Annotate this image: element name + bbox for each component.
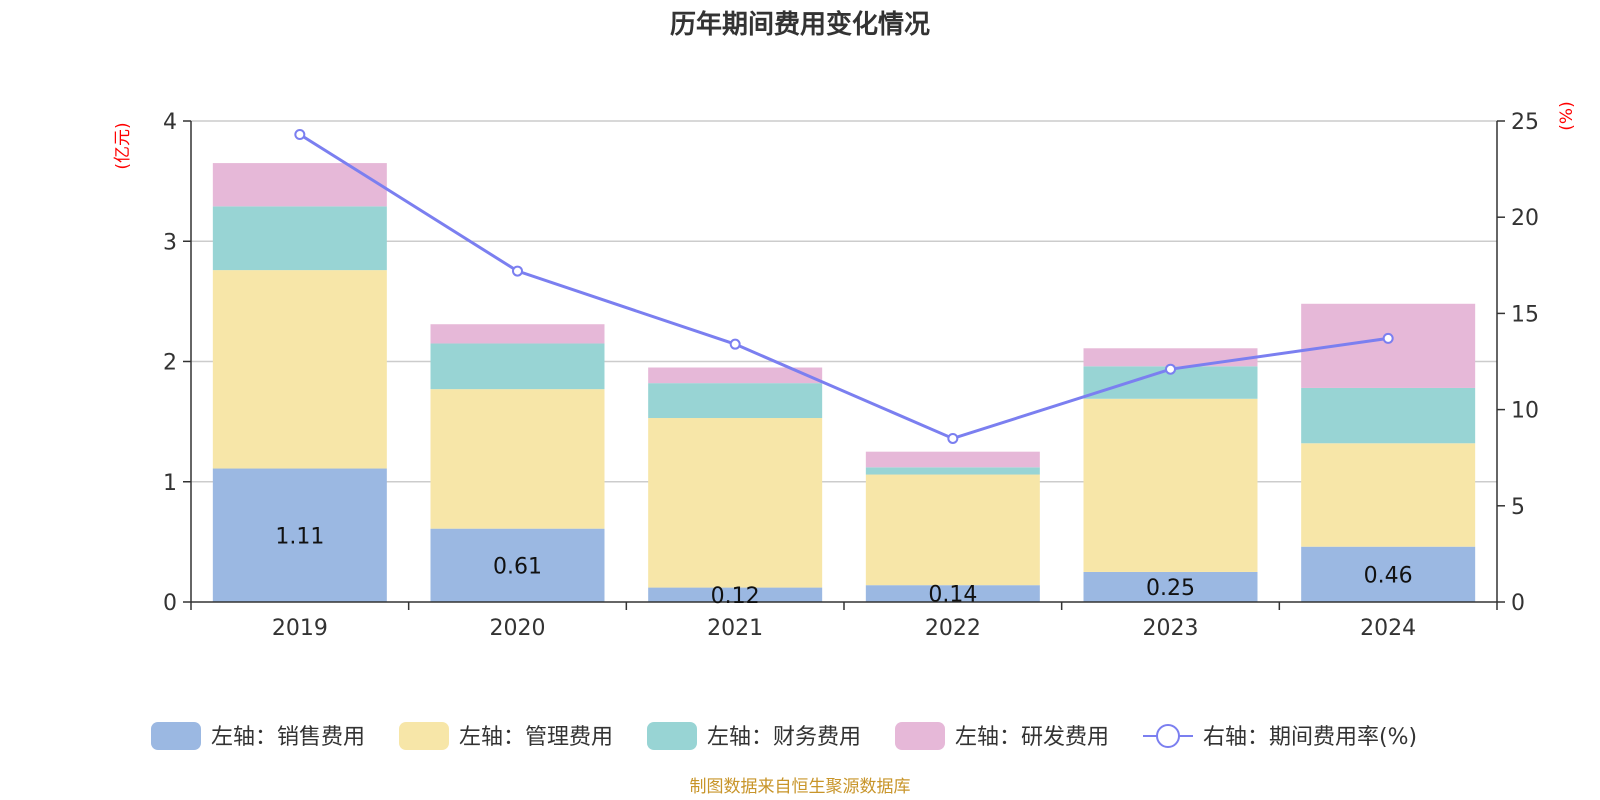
legend-label[interactable]: 左轴：销售费用	[211, 725, 365, 750]
rate-point	[1382, 332, 1394, 344]
bar-segment	[865, 451, 1040, 468]
bar-series	[212, 163, 1476, 602]
bar-segment	[1301, 387, 1476, 444]
bar-data-label: 0.61	[493, 554, 542, 579]
bar-data-label: 0.14	[928, 583, 977, 608]
rate-point	[1165, 363, 1176, 375]
legend-swatch[interactable]	[647, 722, 697, 750]
legend-label[interactable]: 左轴：管理费用	[459, 725, 613, 750]
chart-title: 历年期间费用变化情况	[670, 9, 930, 40]
right-tick-label: 25	[1511, 110, 1539, 135]
left-axis-unit: (亿元)	[113, 122, 133, 169]
legend-label[interactable]: 左轴：财务费用	[707, 725, 861, 750]
left-tick-label: 0	[163, 591, 177, 616]
rate-point	[947, 432, 959, 444]
x-tick-label: 2019	[272, 616, 328, 641]
legend-label[interactable]: 右轴：期间费用率(%)	[1203, 725, 1417, 750]
legend[interactable]: 左轴：销售费用 左轴：管理费用 左轴：财务费用 左轴：研发费用 右轴：期间费用率(%)	[151, 722, 1417, 750]
bar-segment	[430, 324, 605, 344]
bar-segment	[212, 270, 387, 469]
bar-data-label: 0.25	[1146, 576, 1195, 601]
x-tick-label: 2024	[1360, 616, 1416, 641]
axes: 0 1 2 3 4 0 5 10 15 20 25 2019 2020 2021 2022 2023 2024	[163, 110, 1539, 641]
bar-data-label: 0.12	[711, 584, 760, 609]
bar-segment	[865, 474, 1040, 586]
x-tick-label: 2021	[707, 616, 763, 641]
bar-segment	[1083, 398, 1258, 572]
bar-segment	[212, 206, 387, 271]
bar-segment	[648, 418, 823, 588]
bar-segment	[1301, 546, 1476, 602]
bar-segment	[430, 343, 605, 390]
line-series	[294, 128, 1394, 444]
right-tick-label: 20	[1511, 206, 1539, 231]
legend-swatch[interactable]	[399, 722, 449, 750]
right-axis-unit: (%)	[1557, 101, 1577, 130]
rate-point	[294, 128, 306, 140]
rate-line	[299, 133, 1389, 441]
bar-segment	[1301, 443, 1476, 547]
legend-marker-icon[interactable]	[1156, 724, 1180, 748]
x-tick-label: 2023	[1143, 616, 1199, 641]
bar-data-label: 1.11	[275, 524, 324, 549]
bar-segment	[648, 587, 823, 602]
x-tick-label: 2022	[925, 616, 981, 641]
right-tick-label: 15	[1511, 302, 1539, 327]
x-tick-label: 2020	[490, 616, 546, 641]
bar-segment	[212, 468, 387, 602]
grid-lines	[191, 120, 1497, 483]
right-tick-label: 5	[1511, 495, 1525, 520]
left-tick-label: 3	[163, 230, 177, 255]
legend-swatch[interactable]	[895, 722, 945, 750]
data-labels: 1.11 0.61 0.12 0.14 0.25 0.46	[275, 524, 1412, 609]
right-tick-label: 10	[1511, 399, 1539, 424]
left-tick-label: 4	[163, 110, 177, 135]
bar-segment	[865, 467, 1040, 475]
bar-segment	[648, 367, 823, 384]
bar-segment	[430, 389, 605, 529]
bar-segment	[648, 383, 823, 419]
bar-segment	[865, 585, 1040, 602]
right-tick-label: 0	[1511, 591, 1525, 616]
legend-label[interactable]: 左轴：研发费用	[955, 725, 1109, 750]
bar-segment	[1083, 348, 1258, 367]
left-tick-label: 1	[163, 471, 177, 496]
bar-segment	[212, 163, 387, 207]
bar-segment	[1083, 571, 1258, 602]
legend-swatch[interactable]	[151, 722, 201, 750]
left-tick-label: 2	[163, 351, 177, 376]
source-note: 制图数据来自恒生聚源数据库	[690, 777, 911, 797]
rate-point	[729, 338, 741, 350]
bar-data-label: 0.46	[1364, 563, 1413, 588]
bar-segment	[430, 528, 605, 602]
rate-point	[512, 265, 523, 277]
